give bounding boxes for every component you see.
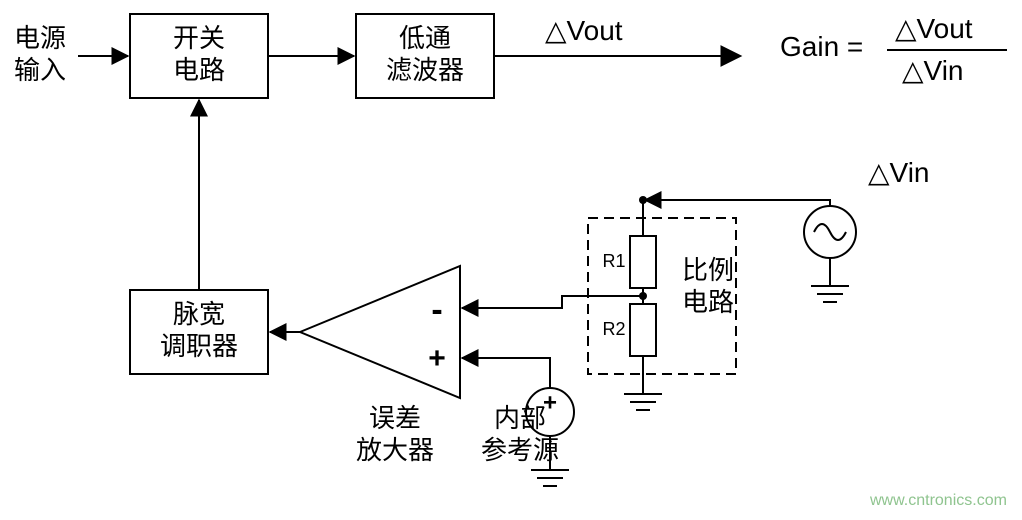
vout-label: △Vout (545, 15, 623, 46)
wire-vin-to-div (645, 200, 830, 206)
block-lpf-line2: 滤波器 (386, 55, 464, 85)
block-switch-line2: 电路 (173, 55, 225, 85)
watermark: www.cntronics.com (869, 492, 1007, 509)
ground-ac (811, 286, 849, 302)
divider-label-2: 电路 (682, 287, 734, 317)
r2-label: R2 (602, 319, 625, 339)
ref-label-2: 参考源 (481, 435, 559, 465)
gain-denominator: △Vin (902, 55, 964, 86)
amp-label-2: 放大器 (356, 435, 434, 465)
gain-numerator: △Vout (895, 13, 973, 44)
ac-source-vin (804, 206, 856, 258)
error-amp (300, 266, 460, 398)
block-lpf-line1: 低通 (399, 23, 451, 53)
ref-label-1: 内部 (494, 403, 546, 433)
ground-divider (624, 394, 662, 410)
amp-plus: + (428, 342, 446, 375)
wire-ref-to-plus (462, 358, 550, 388)
resistor-r1 (630, 236, 656, 288)
vin-label: △Vin (868, 157, 930, 188)
divider-label-1: 比例 (682, 255, 734, 285)
input-label-line2: 输入 (14, 55, 66, 85)
amp-minus: - (431, 291, 442, 329)
block-switch-line1: 开关 (173, 23, 225, 53)
resistor-r2 (630, 304, 656, 356)
block-pwm-line2: 调职器 (160, 331, 238, 361)
input-label-line1: 电源 (14, 23, 66, 53)
r1-label: R1 (602, 251, 625, 271)
gain-prefix: Gain = (780, 31, 863, 62)
gain-formula: Gain = △Vout △Vin (780, 13, 1007, 86)
ground-ref (531, 470, 569, 486)
wire-div-to-minus (462, 296, 643, 308)
amp-label-1: 误差 (369, 403, 421, 433)
block-pwm-line1: 脉宽 (173, 299, 225, 329)
